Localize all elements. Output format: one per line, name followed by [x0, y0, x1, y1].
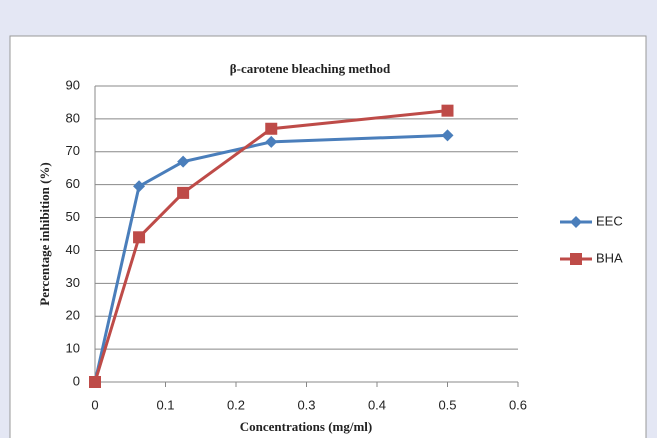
y-tick-label: 10 — [66, 341, 80, 356]
data-point — [89, 376, 101, 388]
chart-area — [9, 35, 647, 438]
y-tick-label: 0 — [73, 373, 80, 388]
data-point — [265, 122, 278, 135]
y-axis-label: Percentage inhibition (%) — [37, 162, 52, 305]
y-tick-label: 80 — [66, 110, 80, 125]
x-tick-label: 0.5 — [438, 397, 456, 412]
y-tick-label: 30 — [66, 275, 80, 290]
legend-label: BHA — [596, 250, 623, 265]
legend-label: EEC — [596, 213, 623, 228]
chart-title: β-carotene bleaching method — [230, 61, 391, 76]
x-tick-label: 0 — [91, 397, 98, 412]
data-point — [441, 129, 454, 142]
data-point — [265, 135, 278, 148]
y-tick-label: 20 — [66, 308, 80, 323]
x-tick-label: 0.4 — [368, 397, 386, 412]
legend-marker — [570, 216, 582, 228]
legend-marker — [570, 253, 582, 265]
x-tick-label: 0.1 — [156, 397, 174, 412]
data-point — [177, 155, 190, 168]
x-tick-label: 0.6 — [509, 397, 527, 412]
data-point — [133, 231, 146, 244]
y-tick-label: 40 — [66, 242, 80, 257]
y-tick-label: 70 — [66, 143, 80, 158]
x-tick-label: 0.3 — [297, 397, 315, 412]
x-axis-label: Concentrations (mg/ml) — [240, 419, 373, 434]
y-tick-label: 50 — [66, 209, 80, 224]
data-point — [177, 186, 190, 199]
data-point — [441, 104, 454, 117]
data-point — [133, 180, 146, 193]
y-tick-label: 60 — [66, 176, 80, 191]
y-tick-label: 90 — [66, 77, 80, 92]
x-tick-label: 0.2 — [227, 397, 245, 412]
